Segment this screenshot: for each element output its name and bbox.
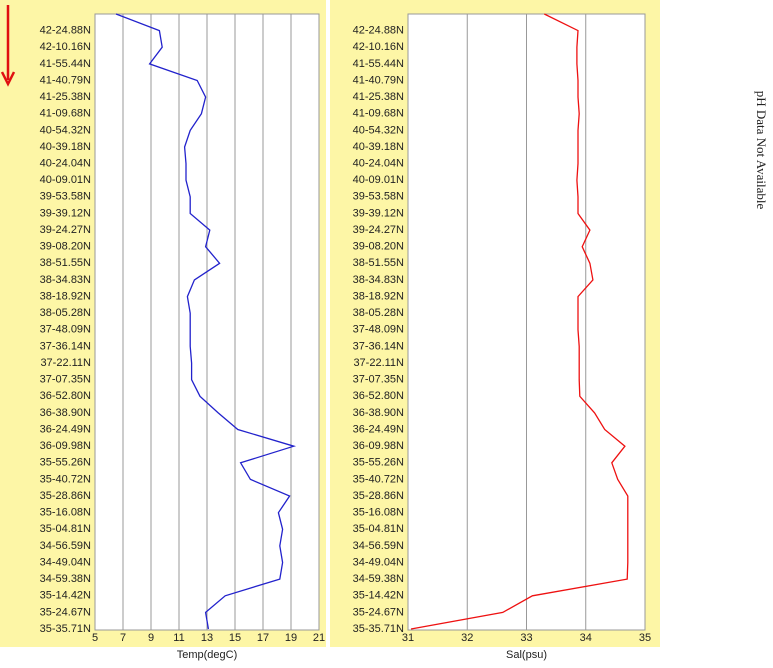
y-tick-label: 35-04.81N	[40, 523, 91, 535]
y-tick-label: 35-35.71N	[353, 623, 404, 635]
y-tick-label: 35-16.08N	[40, 507, 91, 519]
y-tick-label: 41-55.44N	[353, 58, 404, 70]
x-axis-label: Temp(degC)	[177, 649, 238, 661]
y-tick-label: 40-54.32N	[40, 124, 91, 136]
y-tick-label: 37-22.11N	[40, 357, 91, 369]
profile-line	[410, 13, 629, 630]
y-tick-label: 35-14.42N	[353, 590, 404, 602]
y-tick-label: 36-38.90N	[353, 407, 404, 419]
y-tick-label: 39-53.58N	[40, 191, 91, 203]
y-tick-label: 39-39.12N	[40, 207, 91, 219]
y-tick-label: 35-55.26N	[40, 457, 91, 469]
y-tick-label: 36-24.49N	[353, 423, 404, 435]
x-tick-label: 15	[229, 632, 241, 644]
y-tick-label: 35-40.72N	[353, 473, 404, 485]
y-tick-label: 37-36.14N	[40, 340, 91, 352]
y-tick-label: 38-05.28N	[353, 307, 404, 319]
y-tick-label: 42-10.16N	[353, 41, 404, 53]
y-tick-label: 36-24.49N	[40, 423, 91, 435]
y-tick-label: 35-40.72N	[40, 473, 91, 485]
y-tick-label: 37-07.35N	[353, 374, 404, 386]
y-tick-label: 34-49.04N	[40, 556, 91, 568]
y-tick-label: 36-09.98N	[40, 440, 91, 452]
y-tick-label: 36-38.90N	[40, 407, 91, 419]
y-tick-label: 41-40.79N	[40, 74, 91, 86]
y-tick-label: 40-24.04N	[353, 158, 404, 170]
y-tick-label: 35-24.67N	[353, 606, 404, 618]
annotation: pH Data Not Available	[754, 91, 769, 210]
y-tick-label: 42-10.16N	[40, 41, 91, 53]
y-tick-label: 38-51.55N	[353, 257, 404, 269]
y-tick-label: 34-56.59N	[353, 540, 404, 552]
y-tick-label: 36-52.80N	[353, 390, 404, 402]
y-tick-label: 42-24.88N	[353, 25, 404, 37]
x-tick-label: 34	[580, 632, 592, 644]
y-tick-label: 39-08.20N	[353, 241, 404, 253]
x-tick-label: 17	[257, 632, 269, 644]
y-tick-label: 40-39.18N	[353, 141, 404, 153]
y-tick-label: 42-24.88N	[40, 25, 91, 37]
y-tick-label: 35-28.86N	[353, 490, 404, 502]
y-tick-label: 41-25.38N	[353, 91, 404, 103]
y-tick-label: 35-55.26N	[353, 457, 404, 469]
arrow-head	[0, 71, 16, 87]
y-tick-label: 37-36.14N	[353, 340, 404, 352]
profile-line	[115, 13, 297, 630]
y-tick-label: 39-53.58N	[353, 191, 404, 203]
x-tick-label: 21	[313, 632, 325, 644]
y-tick-label: 40-54.32N	[353, 124, 404, 136]
y-tick-label: 38-34.83N	[353, 274, 404, 286]
y-tick-label: 40-09.01N	[353, 174, 404, 186]
y-tick-label: 39-39.12N	[353, 207, 404, 219]
y-tick-label: 35-35.71N	[40, 623, 91, 635]
x-tick-label: 33	[520, 632, 532, 644]
x-tick-label: 13	[201, 632, 213, 644]
y-tick-label: 35-04.81N	[353, 523, 404, 535]
x-tick-label: 5	[92, 632, 98, 644]
y-tick-label: 35-16.08N	[353, 507, 404, 519]
y-tick-label: 41-09.68N	[40, 108, 91, 120]
y-tick-label: 39-24.27N	[40, 224, 91, 236]
x-tick-label: 19	[285, 632, 297, 644]
y-tick-label: 40-09.01N	[40, 174, 91, 186]
y-tick-label: 35-28.86N	[40, 490, 91, 502]
y-tick-label: 34-56.59N	[40, 540, 91, 552]
x-tick-label: 9	[148, 632, 154, 644]
y-tick-label: 38-18.92N	[353, 290, 404, 302]
y-tick-label: 40-24.04N	[40, 158, 91, 170]
y-tick-label: 41-25.38N	[40, 91, 91, 103]
y-tick-label: 36-09.98N	[353, 440, 404, 452]
y-tick-label: 37-07.35N	[40, 374, 91, 386]
y-tick-label: 34-49.04N	[353, 556, 404, 568]
x-tick-label: 31	[402, 632, 414, 644]
y-tick-label: 35-24.67N	[40, 606, 91, 618]
y-tick-label: 41-09.68N	[353, 108, 404, 120]
x-tick-label: 32	[461, 632, 473, 644]
y-tick-label: 37-22.11N	[353, 357, 404, 369]
y-tick-label: 34-59.38N	[353, 573, 404, 585]
y-tick-label: 41-40.79N	[353, 74, 404, 86]
x-tick-label: 11	[173, 632, 184, 644]
x-axis-label: Sal(psu)	[506, 649, 547, 661]
y-tick-label: 38-34.83N	[40, 274, 91, 286]
y-tick-label: 38-51.55N	[40, 257, 91, 269]
y-tick-label: 41-55.44N	[40, 58, 91, 70]
y-tick-label: 36-52.80N	[40, 390, 91, 402]
y-tick-label: 35-14.42N	[40, 590, 91, 602]
y-tick-label: 37-48.09N	[40, 324, 91, 336]
y-tick-label: 38-18.92N	[40, 290, 91, 302]
y-tick-label: 40-39.18N	[40, 141, 91, 153]
y-tick-label: 38-05.28N	[40, 307, 91, 319]
y-tick-label: 37-48.09N	[353, 324, 404, 336]
y-tick-label: 34-59.38N	[40, 573, 91, 585]
y-tick-label: 39-24.27N	[353, 224, 404, 236]
x-tick-label: 35	[639, 632, 651, 644]
y-tick-label: 39-08.20N	[40, 241, 91, 253]
x-tick-label: 7	[120, 632, 126, 644]
